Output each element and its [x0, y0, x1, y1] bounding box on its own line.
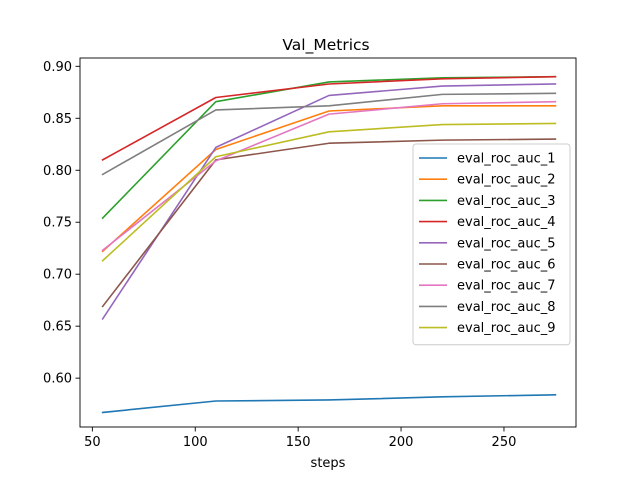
y-tick-label: 0.85 [43, 112, 72, 127]
y-tick-label: 0.80 [43, 164, 72, 179]
legend-label-4: eval_roc_auc_4 [457, 215, 556, 230]
series-line-2 [101, 105, 557, 253]
plot-series [101, 75, 557, 414]
legend-label-9: eval_roc_auc_9 [457, 321, 556, 336]
x-axis-label: steps [311, 456, 346, 471]
x-tick-label: 250 [492, 435, 517, 450]
series-line-9 [101, 122, 557, 262]
chart-title: Val_Metrics [282, 36, 369, 55]
legend-label-8: eval_roc_auc_8 [457, 300, 556, 315]
plot-frame [79, 57, 577, 428]
x-tick-label: 50 [84, 435, 101, 450]
y-tick-label: 0.60 [43, 372, 72, 387]
plot-axes: 50 100 150 200 250 0.60 0.65 0.70 0.75 0.80 0.85 0.… [43, 57, 577, 450]
series-line-5 [101, 83, 557, 321]
y-tick-label: 0.90 [43, 60, 72, 75]
y-tick-label: 0.70 [43, 268, 72, 283]
series-line-6 [101, 138, 557, 308]
legend-label-1: eval_roc_auc_1 [457, 152, 556, 167]
y-tick-label: 0.65 [43, 320, 72, 335]
legend-label-7: eval_roc_auc_7 [457, 279, 556, 294]
x-tick-label: 100 [183, 435, 208, 450]
legend-label-3: eval_roc_auc_3 [457, 194, 556, 209]
series-line-1 [101, 393, 557, 414]
x-tick-label: 150 [286, 435, 311, 450]
series-line-8 [101, 92, 557, 176]
legend: eval_roc_auc_1 eval_roc_auc_2 eval_roc_auc… [412, 143, 571, 346]
x-tick-label: 200 [389, 435, 414, 450]
series-line-4 [101, 75, 557, 161]
legend-label-5: eval_roc_auc_5 [457, 236, 556, 251]
legend-label-2: eval_roc_auc_2 [457, 173, 556, 188]
legend-label-6: eval_roc_auc_6 [457, 258, 556, 273]
legend-box [412, 143, 571, 346]
y-tick-label: 0.75 [43, 216, 72, 231]
